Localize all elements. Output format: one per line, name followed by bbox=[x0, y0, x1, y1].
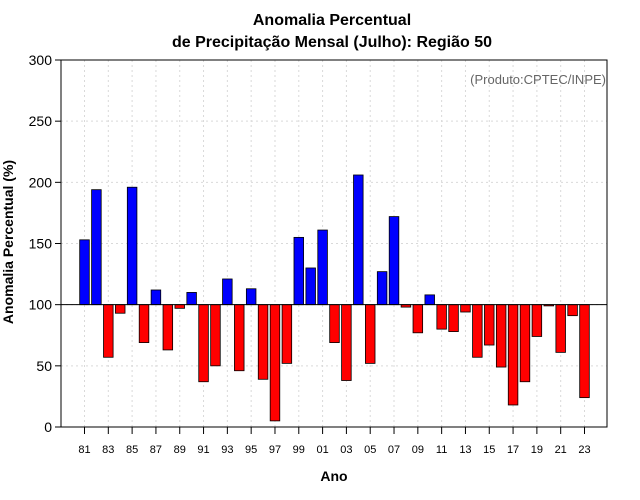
x-tick-label: 91 bbox=[197, 444, 209, 456]
x-axis-label: Ano bbox=[320, 468, 347, 484]
bar-01 bbox=[317, 229, 328, 306]
bar-06 bbox=[376, 271, 388, 306]
bar-15 bbox=[484, 304, 495, 346]
y-axis-label: Anomalia Percentual (%) bbox=[0, 160, 16, 324]
bar-22 bbox=[567, 304, 578, 317]
y-tick-label: 200 bbox=[29, 174, 53, 190]
bars bbox=[79, 174, 590, 422]
y-tick-label: 150 bbox=[29, 236, 53, 252]
bar-09 bbox=[412, 304, 424, 334]
bar-07 bbox=[388, 216, 400, 306]
bar-00 bbox=[305, 267, 316, 306]
bar-88 bbox=[162, 304, 174, 351]
bar-86 bbox=[138, 304, 150, 343]
bar-16 bbox=[495, 304, 507, 368]
x-tick-label: 11 bbox=[436, 444, 447, 456]
x-tick-label: 95 bbox=[245, 444, 257, 456]
bar-92 bbox=[210, 304, 221, 367]
y-tick-label: 250 bbox=[29, 113, 53, 129]
bar-83 bbox=[103, 304, 114, 358]
bar-81 bbox=[79, 239, 90, 306]
x-tick-label: 23 bbox=[578, 444, 590, 456]
y-tick-label: 50 bbox=[36, 358, 52, 374]
x-tick-label: 17 bbox=[507, 444, 519, 456]
bar-96 bbox=[257, 304, 269, 380]
x-axis-ticks: 81 83 85 87 89 91 93 95 97 99 01 03 05 07 09 11 13 15 17 19… bbox=[78, 427, 591, 456]
y-axis-ticks: 0 50 100 150 200 250 300 bbox=[29, 52, 61, 435]
bar-13 bbox=[460, 304, 471, 313]
chart-title-line2: de Precipitação Mensal (Julho): Região 5… bbox=[172, 34, 492, 51]
x-tick-label: 85 bbox=[126, 444, 138, 456]
x-tick-label: 05 bbox=[364, 444, 376, 456]
bar-82 bbox=[91, 189, 102, 306]
bar-05 bbox=[365, 304, 376, 364]
bar-03 bbox=[341, 304, 352, 381]
bar-14 bbox=[472, 304, 483, 358]
x-tick-label: 21 bbox=[555, 444, 567, 456]
x-tick-label: 97 bbox=[269, 444, 281, 456]
bar-04 bbox=[353, 174, 364, 306]
bar-87 bbox=[150, 289, 162, 306]
bar-23 bbox=[579, 304, 590, 399]
x-tick-label: 83 bbox=[102, 444, 114, 456]
product-annotation: (Produto:CPTEC/INPE) bbox=[470, 72, 606, 87]
bar-91 bbox=[198, 304, 209, 383]
bar-98 bbox=[281, 304, 293, 364]
bar-84 bbox=[115, 304, 126, 314]
bar-11 bbox=[436, 304, 447, 330]
x-tick-label: 09 bbox=[412, 444, 424, 456]
y-tick-label: 300 bbox=[29, 52, 53, 68]
bar-10 bbox=[424, 294, 435, 306]
bar-89 bbox=[174, 304, 185, 309]
bar-18 bbox=[519, 304, 531, 383]
bar-94 bbox=[234, 304, 245, 372]
x-tick-label: 13 bbox=[459, 444, 471, 456]
bar-99 bbox=[293, 236, 304, 306]
x-tick-label: 81 bbox=[78, 444, 90, 456]
y-tick-label: 0 bbox=[44, 419, 52, 435]
bar-93 bbox=[222, 278, 233, 306]
x-tick-label: 89 bbox=[174, 444, 186, 456]
bar-97 bbox=[269, 304, 281, 422]
x-tick-label: 01 bbox=[316, 444, 328, 456]
x-tick-label: 99 bbox=[293, 444, 305, 456]
x-tick-label: 15 bbox=[483, 444, 495, 456]
x-tick-label: 07 bbox=[388, 444, 400, 456]
bar-02 bbox=[329, 304, 340, 343]
x-tick-label: 87 bbox=[150, 444, 162, 456]
bar-12 bbox=[448, 304, 459, 332]
bar-85 bbox=[126, 186, 138, 306]
x-tick-label: 03 bbox=[340, 444, 352, 456]
bar-19 bbox=[531, 304, 543, 337]
bar-17 bbox=[507, 304, 519, 406]
x-tick-label: 19 bbox=[531, 444, 543, 456]
bar-90 bbox=[186, 292, 197, 306]
x-tick-label: 93 bbox=[221, 444, 233, 456]
chart-title-line1: Anomalia Percentual bbox=[253, 12, 411, 29]
bar-95 bbox=[245, 288, 257, 306]
y-tick-label: 100 bbox=[29, 297, 53, 313]
bar-21 bbox=[555, 304, 566, 353]
